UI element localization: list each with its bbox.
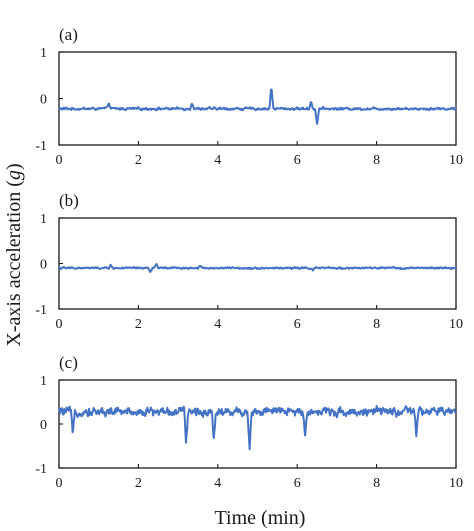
x-tick-label: 8: [373, 476, 380, 491]
x-tick-label: 8: [373, 153, 380, 168]
y-tick-label: 1: [40, 46, 47, 61]
y-tick-label: 1: [40, 374, 47, 389]
x-tick-label: 4: [214, 317, 221, 332]
x-tick-label: 2: [135, 476, 142, 491]
y-tick-label: 0: [40, 258, 47, 273]
x-tick-label: 4: [214, 476, 221, 491]
acceleration-trace: [58, 405, 457, 451]
x-axis-label: Time (min): [215, 507, 306, 529]
x-tick-label: 10: [449, 476, 463, 491]
panel-label: (b): [59, 191, 79, 210]
y-tick-label: 0: [40, 93, 47, 108]
y-tick-label: -1: [35, 303, 47, 318]
panel-label: (c): [59, 353, 78, 372]
x-tick-label: 0: [56, 153, 63, 168]
x-tick-label: 10: [449, 153, 463, 168]
acceleration-trace: [58, 262, 457, 273]
x-tick-label: 10: [449, 317, 463, 332]
y-tick-label: 0: [40, 418, 47, 433]
x-tick-label: 6: [294, 153, 301, 168]
y-tick-label: -1: [35, 462, 47, 477]
x-tick-label: 0: [56, 317, 63, 332]
acceleration-trace: [58, 88, 457, 125]
x-tick-label: 8: [373, 317, 380, 332]
y-tick-label: 1: [40, 212, 47, 227]
x-tick-label: 0: [56, 476, 63, 491]
y-axis-label: X-axis acceleration (g): [3, 163, 25, 346]
y-tick-label: -1: [35, 139, 47, 154]
x-tick-label: 2: [135, 317, 142, 332]
plot-frame: [58, 51, 457, 146]
x-tick-label: 2: [135, 153, 142, 168]
panel-label: (a): [59, 25, 78, 44]
x-tick-label: 6: [294, 317, 301, 332]
plot-frame: [58, 217, 457, 310]
x-tick-label: 6: [294, 476, 301, 491]
plot-frame: [58, 379, 457, 469]
x-tick-label: 4: [214, 153, 221, 168]
